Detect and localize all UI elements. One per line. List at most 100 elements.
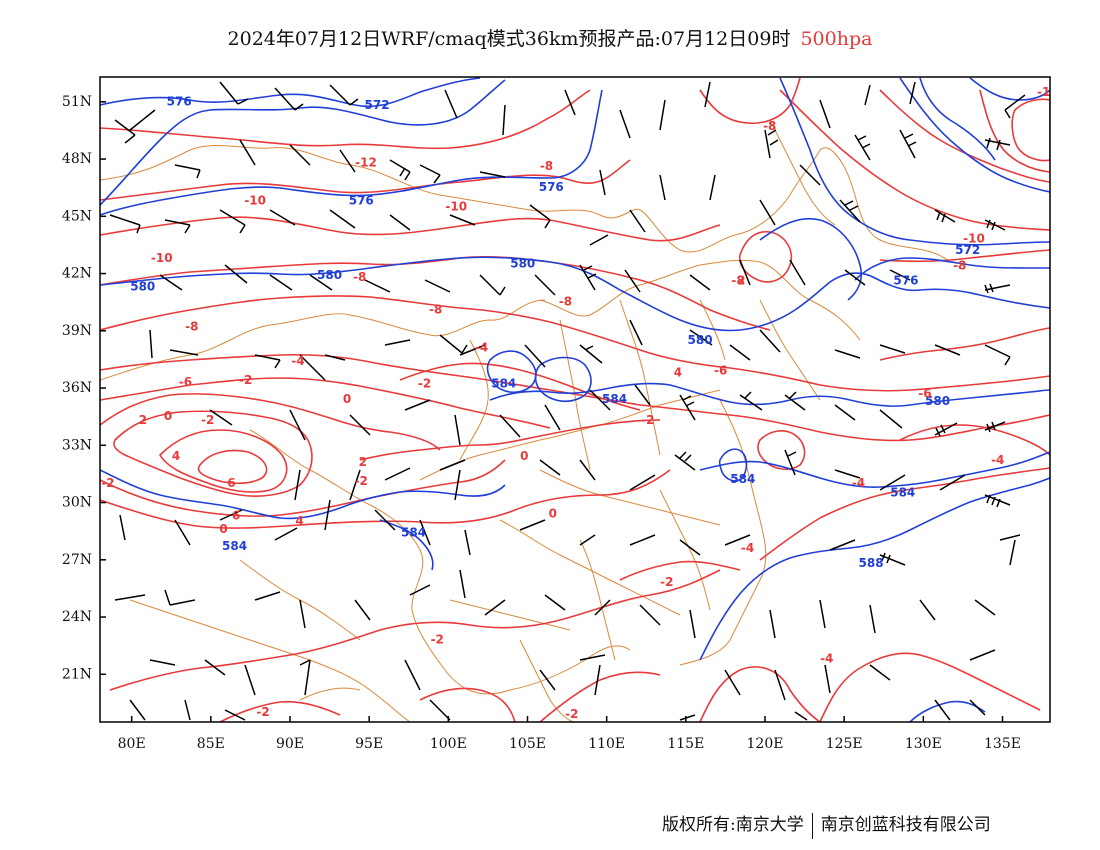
temperature-contour-label: 2 (359, 455, 367, 469)
temperature-contour-label: -6 (179, 375, 192, 389)
temperature-contour-label: -6 (714, 363, 727, 377)
temperature-contour-label: 2 (139, 413, 147, 427)
y-tick-label: 30N (62, 495, 92, 511)
temperature-contour-label: -8 (353, 270, 366, 284)
temperature-contour-label: -8 (559, 295, 572, 309)
wind-barbs (109, 81, 1026, 721)
temperature-contour-label: -2 (431, 632, 444, 646)
height-contour-label: 576 (349, 194, 374, 208)
copyright-footer: 版权所有:南京大学 南京创蓝科技有限公司 (662, 810, 991, 839)
y-tick-label: 21N (62, 666, 92, 682)
temperature-contour-label: 4 (295, 514, 303, 528)
x-tick-label: 80E (118, 736, 146, 752)
height-contour-label: 584 (890, 486, 915, 500)
x-tick-label: 125E (826, 736, 863, 752)
x-tick-label: 115E (667, 736, 704, 752)
height-contours (100, 77, 1050, 722)
x-axis: 80E 85E 90E 95E 100E 105E 110E 115E 120E 125E 130E… (118, 716, 1021, 752)
y-tick-label: 51N (62, 94, 92, 110)
height-contour-label: 576 (539, 180, 564, 194)
temperature-contour-label: -2 (256, 705, 269, 719)
temperature-contour-label: -8 (540, 159, 553, 173)
temperature-contour-label: -2 (101, 476, 114, 490)
height-contour-label: 572 (955, 243, 980, 257)
temperature-contour-label: -10 (244, 194, 266, 208)
temperature-contour-label: -8 (953, 258, 966, 272)
title-main: 2024年07月12日WRF/cmaq模式36km预报产品:07月12日09时 (227, 28, 791, 50)
temperature-contours (100, 77, 1050, 722)
y-tick-label: 33N (62, 437, 92, 453)
height-contour-label: 584 (602, 392, 627, 406)
height-contour-label: 588 (859, 556, 884, 570)
y-tick-label: 36N (62, 380, 92, 396)
height-contour-label: 584 (730, 472, 755, 486)
temperature-contour-label: -2 (641, 413, 654, 427)
temperature-contour-label: 0 (164, 409, 172, 423)
temperature-contour-label: -2 (239, 373, 252, 387)
x-tick-label: 85E (197, 736, 225, 752)
temperature-contour-label: -4 (991, 453, 1004, 467)
temperature-contour-label: -4 (852, 476, 865, 490)
x-tick-label: 120E (747, 736, 784, 752)
title-level: 500hpa (800, 28, 873, 50)
temperature-contour-label: -10 (963, 232, 985, 246)
plot-frame (99, 76, 1051, 723)
height-contour-label: 580 (510, 257, 535, 271)
temperature-contour-label: -12 (355, 155, 377, 169)
temperature-contour-label: -2 (418, 377, 431, 391)
height-contour-label: 576 (167, 94, 192, 108)
temperature-contour-label: 0 (343, 392, 351, 406)
temperature-contour-label: -4 (475, 340, 488, 354)
temperature-contour-label: -2 (201, 413, 214, 427)
temperature-contour-label: -8 (731, 274, 744, 288)
temperature-contour-label: -8 (429, 302, 442, 316)
x-tick-label: 110E (588, 736, 625, 752)
boundary-lines (100, 119, 951, 722)
temperature-contour-label: 4 (674, 365, 682, 379)
x-tick-label: 130E (905, 736, 942, 752)
temperature-contour-label: -10 (151, 251, 173, 265)
temperature-contour-label: 4 (172, 449, 180, 463)
x-tick-label: 135E (984, 736, 1021, 752)
map-title: 2024年07月12日WRF/cmaq模式36km预报产品:07月12日09时 5… (0, 24, 1100, 51)
x-tick-label: 90E (276, 736, 304, 752)
height-contour-label: 572 (365, 98, 390, 112)
height-contour-label: 576 (893, 274, 918, 288)
x-tick-label: 100E (430, 736, 467, 752)
y-tick-label: 24N (62, 609, 92, 625)
temperature-contour-label: -4 (291, 354, 304, 368)
temperature-contour-label: 6 (227, 476, 235, 490)
height-contour-label: 584 (491, 377, 516, 391)
y-axis: 51N 48N 45N 42N 39N 36N 33N 30N 27N 24N 21N (62, 94, 106, 682)
footer-separator (811, 812, 813, 839)
y-tick-label: 45N (62, 208, 92, 224)
height-contour-label: 580 (130, 279, 155, 293)
copyright-left: 版权所有:南京大学 (662, 815, 804, 835)
temperature-contour-label: 0 (549, 506, 557, 520)
y-tick-label: 48N (62, 151, 92, 167)
y-tick-label: 39N (62, 323, 92, 339)
temperature-contour-label: -4 (741, 541, 754, 555)
temperature-contour-label: -6 (918, 386, 931, 400)
temperature-contour-label: -4 (820, 652, 833, 666)
x-tick-label: 95E (355, 736, 383, 752)
temperature-contour-label: 6 (232, 508, 240, 522)
temperature-contour-label: -8 (763, 119, 776, 133)
height-contour-label: 580 (317, 268, 342, 282)
height-contour-label: 580 (925, 394, 950, 408)
temperature-contour-label: -10 (445, 199, 467, 213)
temperature-contour-label: -1 (1037, 85, 1050, 99)
height-contour-label: 584 (222, 539, 247, 553)
height-label-layer: 576 572 576 576 572 576 580 580 580 580 580 584 584 5… (130, 94, 980, 570)
copyright-right: 南京创蓝科技有限公司 (820, 815, 991, 835)
x-tick-label: 105E (509, 736, 546, 752)
temperature-contour-label: -2 (355, 474, 368, 488)
height-contour-label: 580 (688, 333, 713, 347)
temperature-contour-label: -2 (660, 575, 673, 589)
y-tick-label: 42N (62, 266, 92, 282)
temperature-contour-label: 2 (737, 274, 745, 288)
y-tick-label: 27N (62, 552, 92, 568)
temperature-contour-label: -2 (565, 707, 578, 721)
temperature-contour-label: 0 (219, 522, 227, 536)
